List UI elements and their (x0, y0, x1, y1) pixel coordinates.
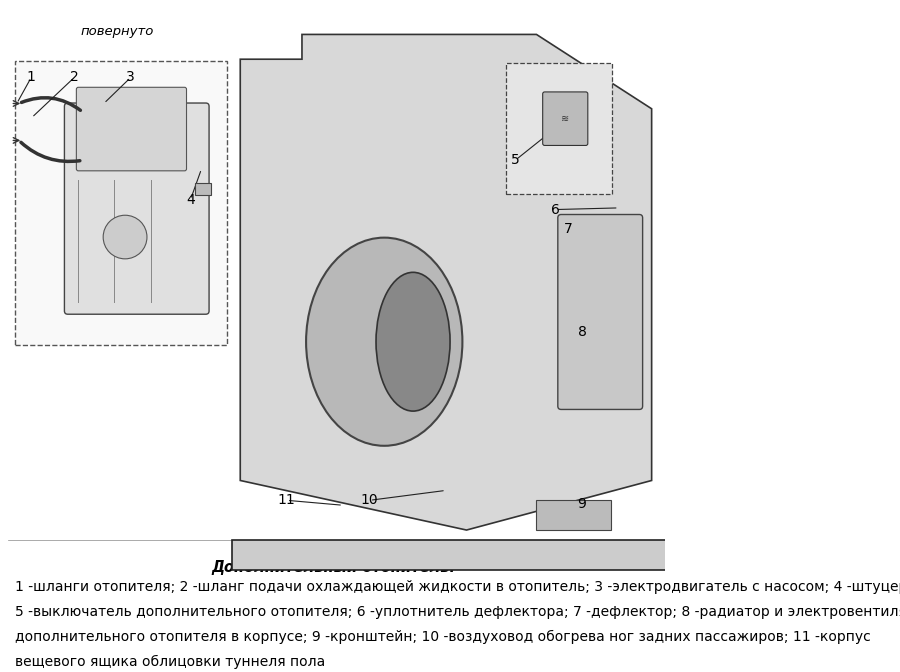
Text: 4: 4 (186, 193, 195, 206)
FancyBboxPatch shape (507, 63, 612, 194)
Text: Дополнительный отопитель:: Дополнительный отопитель: (211, 560, 455, 575)
Text: ≋: ≋ (562, 114, 570, 124)
Text: 3: 3 (126, 71, 135, 85)
Text: 1 -шланги отопителя; 2 -шланг подачи охлаждающей жидкости в отопитель; 3 -электр: 1 -шланги отопителя; 2 -шланг подачи охл… (14, 580, 900, 593)
FancyBboxPatch shape (536, 501, 610, 530)
FancyBboxPatch shape (14, 61, 227, 345)
Text: 6: 6 (551, 202, 560, 216)
Ellipse shape (306, 238, 463, 446)
Text: 11: 11 (278, 493, 295, 507)
Text: 8: 8 (578, 325, 587, 339)
Text: 5: 5 (511, 153, 520, 167)
Text: 9: 9 (578, 497, 587, 511)
Text: 10: 10 (361, 493, 379, 507)
Text: 2: 2 (70, 71, 79, 85)
FancyBboxPatch shape (558, 214, 643, 409)
Text: вещевого ящика облицовки туннеля пола: вещевого ящика облицовки туннеля пола (14, 655, 325, 669)
Polygon shape (240, 34, 652, 530)
Text: 1: 1 (27, 71, 36, 85)
Circle shape (104, 215, 147, 259)
Ellipse shape (376, 272, 450, 411)
FancyBboxPatch shape (65, 103, 209, 314)
FancyBboxPatch shape (543, 92, 588, 145)
FancyBboxPatch shape (232, 540, 672, 570)
Text: повернуто: повернуто (81, 25, 154, 38)
Text: 7: 7 (564, 222, 573, 237)
Text: дополнительного отопителя в корпусе; 9 -кронштейн; 10 -воздуховод обогрева ног з: дополнительного отопителя в корпусе; 9 -… (14, 630, 870, 644)
FancyBboxPatch shape (76, 87, 186, 171)
Text: 5 -выключатель дополнительного отопителя; 6 -уплотнитель дефлектора; 7 -дефлекто: 5 -выключатель дополнительного отопителя… (14, 605, 900, 619)
FancyBboxPatch shape (195, 183, 212, 196)
